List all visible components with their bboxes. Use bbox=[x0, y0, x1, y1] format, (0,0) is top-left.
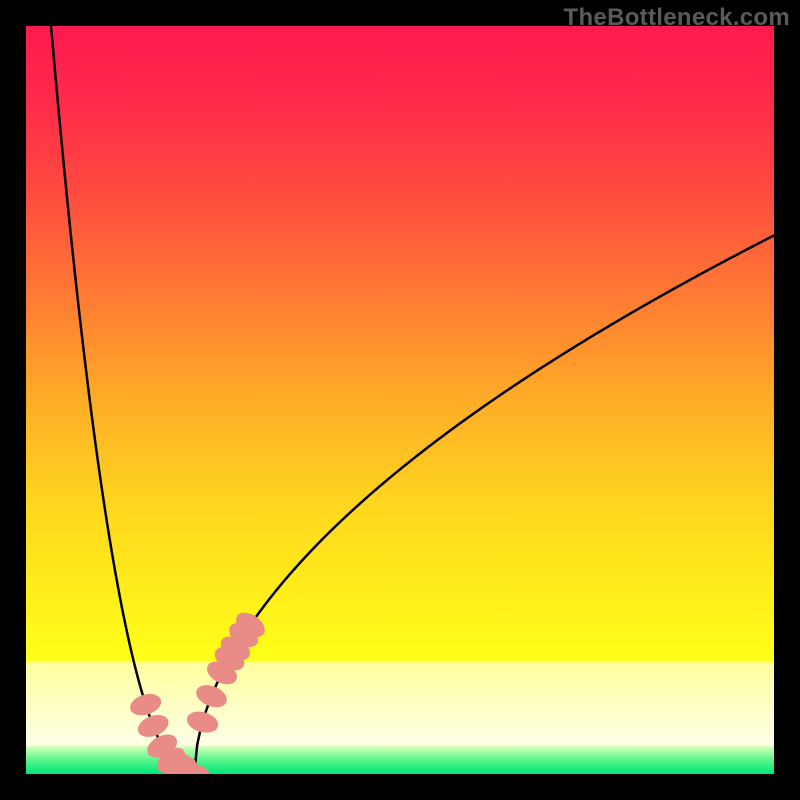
chart-svg bbox=[0, 0, 800, 800]
heat-gradient bbox=[26, 26, 774, 774]
chart-root: TheBottleneck.com bbox=[0, 0, 800, 800]
